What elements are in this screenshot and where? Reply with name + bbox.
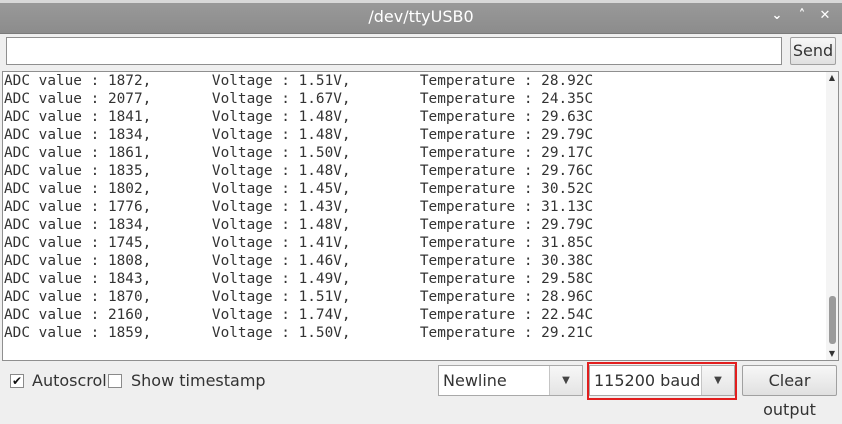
output-line: ADC value : 2160, Voltage : 1.74V, Tempe…	[4, 307, 594, 323]
output-line: ADC value : 1859, Voltage : 1.50V, Tempe…	[4, 325, 594, 341]
serial-output[interactable]: ADC value : 1872, Voltage : 1.51V, Tempe…	[2, 71, 839, 361]
scroll-up-icon[interactable]: ▲	[828, 73, 836, 82]
footer-bar: ✔ Autoscroll Show timestamp Newline ▼ 11…	[0, 362, 842, 419]
output-line: ADC value : 2077, Voltage : 1.67V, Tempe…	[4, 91, 594, 107]
scrollbar-thumb[interactable]	[829, 296, 836, 344]
send-input[interactable]	[6, 37, 782, 65]
scroll-down-icon[interactable]: ▼	[828, 349, 836, 358]
output-line: ADC value : 1870, Voltage : 1.51V, Tempe…	[4, 289, 594, 305]
send-button[interactable]: Send	[790, 37, 836, 65]
chevron-down-icon[interactable]: ▼	[701, 366, 734, 395]
output-line: ADC value : 1802, Voltage : 1.45V, Tempe…	[4, 181, 594, 197]
output-line: ADC value : 1835, Voltage : 1.48V, Tempe…	[4, 163, 594, 179]
output-line: ADC value : 1808, Voltage : 1.46V, Tempe…	[4, 253, 594, 269]
maximize-icon[interactable]: ˄	[798, 8, 806, 23]
chevron-down-icon[interactable]: ▼	[549, 366, 582, 395]
close-icon[interactable]: ✕	[819, 8, 831, 23]
output-line: ADC value : 1776, Voltage : 1.43V, Tempe…	[4, 199, 594, 215]
output-lines: ADC value : 1872, Voltage : 1.51V, Tempe…	[4, 72, 826, 342]
timestamp-label: Show timestamp	[131, 371, 266, 390]
title-bar-top-strip	[0, 0, 842, 3]
output-line: ADC value : 1834, Voltage : 1.48V, Tempe…	[4, 127, 594, 143]
output-line: ADC value : 1843, Voltage : 1.49V, Tempe…	[4, 271, 594, 287]
output-line: ADC value : 1745, Voltage : 1.41V, Tempe…	[4, 235, 594, 251]
autoscroll-label: Autoscroll	[32, 371, 112, 390]
output-line: ADC value : 1841, Voltage : 1.48V, Tempe…	[4, 109, 594, 125]
minimize-icon[interactable]: ⌄	[771, 8, 783, 23]
line-ending-value: Newline	[443, 371, 507, 390]
clear-output-button[interactable]: Clear output	[742, 365, 837, 419]
autoscroll-checkbox[interactable]: ✔	[10, 374, 24, 388]
baud-rate-select[interactable]: 115200 baud ▼	[589, 365, 735, 396]
window-title: /dev/ttyUSB0	[368, 7, 474, 26]
line-ending-select[interactable]: Newline ▼	[438, 365, 583, 396]
output-line: ADC value : 1872, Voltage : 1.51V, Tempe…	[4, 73, 594, 89]
output-line: ADC value : 1861, Voltage : 1.50V, Tempe…	[4, 145, 594, 161]
baud-rate-value: 115200 baud	[594, 371, 701, 390]
send-row: Send	[0, 34, 842, 70]
title-bar: /dev/ttyUSB0 ⌄ ˄ ✕	[0, 0, 842, 34]
output-line: ADC value : 1834, Voltage : 1.48V, Tempe…	[4, 217, 594, 233]
vertical-scrollbar[interactable]: ▲ ▼	[826, 72, 838, 360]
timestamp-checkbox[interactable]	[108, 374, 122, 388]
